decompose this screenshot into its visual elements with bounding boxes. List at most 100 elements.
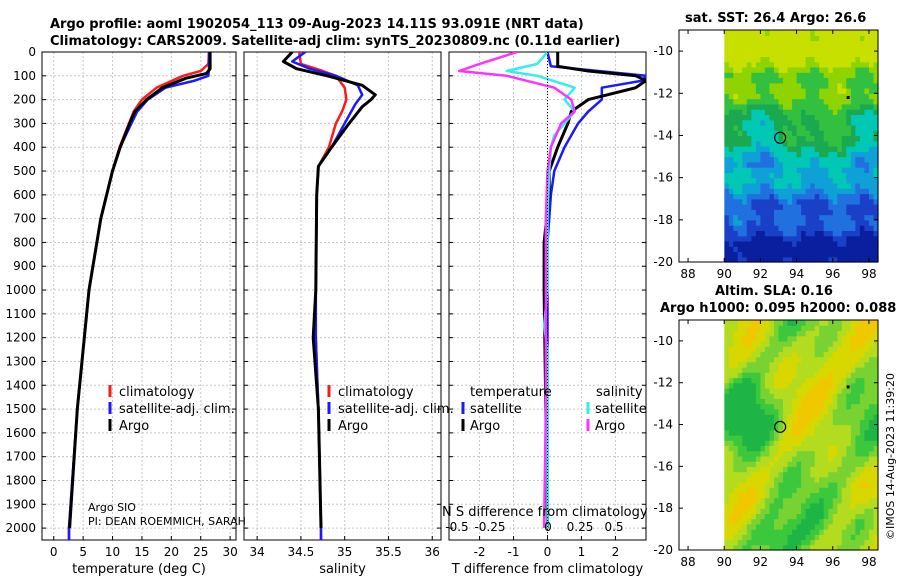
y-tick-label: 2000 [5,521,36,535]
map-cell [823,487,829,494]
map-cell [823,240,829,247]
map-cell [873,230,879,237]
map-cell [859,497,865,504]
map-cell [859,109,865,115]
map-cell [728,382,734,389]
map-cell [755,140,761,147]
map-cell [751,35,757,42]
map-cell [828,340,834,347]
map-cell [801,135,807,142]
map-cell [751,529,757,535]
map-cell [728,77,734,84]
map-cell [864,356,870,363]
map-cell [869,124,875,131]
map-cell [801,539,807,546]
map-cell [819,182,825,189]
map-cell [778,219,784,226]
map-cell [864,398,870,405]
map-cell [805,246,811,253]
map-cell [850,429,856,436]
map-cell [855,209,861,216]
map-cell [801,320,807,326]
map-cell [832,130,838,137]
series-line-climatology [67,52,211,540]
map-cell [769,393,775,399]
map-cell [787,214,793,221]
map-cell [769,251,775,258]
map-cell [737,256,743,263]
map-cell [796,471,802,478]
map-cell [832,225,838,231]
map-cell [828,424,834,431]
map-cell [855,471,861,478]
map-cell [805,429,811,436]
map-cell [801,361,807,368]
map-cell [728,539,734,546]
map-cell [774,513,780,520]
map-cell [774,330,780,337]
map-cell [783,51,789,57]
map-cell [832,161,838,168]
map-cell [823,351,829,358]
map-cell [728,388,734,394]
map-cell [846,140,852,147]
map-cell [805,204,811,210]
map-cell [855,403,861,410]
map-cell [837,414,843,420]
map-cell [805,497,811,504]
map-cell [796,156,802,163]
map-cell [769,482,775,488]
map-cell [846,351,852,358]
map-cell [864,414,870,420]
map-cell [764,476,770,483]
map-cell [746,51,752,57]
map-cell [774,66,780,73]
map-cell [760,419,766,426]
map-cell [846,109,852,115]
map-cell [805,124,811,131]
map-cell [841,114,847,121]
map-cell [823,445,829,452]
map-cell [733,140,739,147]
map-cell [751,466,757,473]
map-cell [869,518,875,525]
map-cell [869,388,875,394]
map-cell [755,225,761,231]
map-cell [746,72,752,79]
map-lon-label: 94 [789,555,804,569]
map-cell [869,198,875,205]
map-cell [774,209,780,216]
map-cell [746,455,752,462]
map-cell [792,461,798,467]
map-cell [737,140,743,147]
map-cell [728,72,734,79]
map-cell [810,325,816,331]
map-cell [846,182,852,189]
map-cell [828,251,834,258]
map-cell [819,246,825,253]
map-cell [819,30,825,36]
map-cell [737,30,743,36]
map-cell [783,476,789,483]
map-cell [787,544,793,551]
map-cell [724,408,730,415]
map-cell [837,140,843,147]
map-cell [828,246,834,253]
map-cell [810,476,816,483]
map-cell [859,539,865,546]
map-cell [796,346,802,352]
map-cell [774,161,780,168]
map-cell [792,130,798,137]
map-cell [724,513,730,520]
y-tick-label: 900 [13,259,36,273]
map-cell [864,529,870,535]
map-cell [864,251,870,258]
map-cell [814,497,820,504]
map-cell [787,82,793,89]
map-cell [864,72,870,79]
map-cell [841,424,847,431]
map-cell [792,198,798,205]
map-cell [819,367,825,373]
map-cell [746,35,752,42]
